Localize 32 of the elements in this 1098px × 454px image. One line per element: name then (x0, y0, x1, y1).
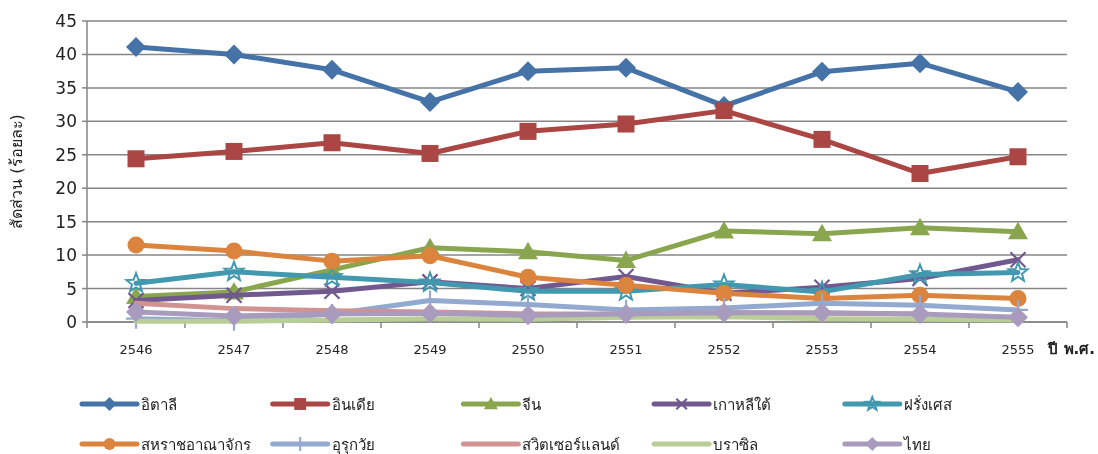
x-tick-label: 2548 (315, 342, 349, 357)
x-tick-label: 2555 (1001, 342, 1035, 357)
legend-label: เกาหลีใต้ (713, 396, 772, 414)
legend-label: จีน (522, 396, 542, 414)
legend-label: ฝรั่งเศส (903, 394, 952, 414)
y-tick-label: 30 (55, 111, 77, 132)
legend-label: อุรุกวัย (331, 436, 375, 454)
x-tick-label: 2551 (609, 342, 643, 357)
legend-label: บราซิล (713, 436, 759, 454)
x-tick-label: 2550 (511, 342, 545, 357)
x-tick-label: 2549 (413, 342, 447, 357)
y-tick-label: 5 (66, 278, 77, 299)
x-tick-label: 2546 (119, 342, 153, 357)
y-tick-label: 25 (55, 144, 77, 165)
y-tick-label: 45 (55, 11, 77, 31)
legend-label: ไทย (902, 436, 931, 454)
y-tick-label: 20 (55, 178, 77, 199)
legend-label: อินเดีย (331, 396, 375, 414)
y-tick-label: 35 (55, 77, 77, 98)
legend-label: สวิตเซอร์แลนด์ (522, 436, 621, 454)
y-tick-label: 15 (55, 211, 77, 232)
y-tick-label: 10 (55, 245, 77, 266)
legend-label: อิตาลี (141, 396, 177, 414)
x-axis-title: ปี พ.ศ. (1047, 340, 1095, 358)
x-tick-label: 2553 (805, 342, 839, 357)
y-axis-title: สัดส่วน (ร้อยละ) (7, 114, 26, 229)
y-tick-label: 40 (55, 44, 77, 65)
x-tick-label: 2552 (707, 342, 741, 357)
x-tick-label: 2547 (217, 342, 251, 357)
x-tick-label: 2554 (903, 342, 937, 357)
legend-label: สหราชอาณาจักร (141, 436, 251, 454)
y-tick-label: 0 (66, 312, 77, 332)
